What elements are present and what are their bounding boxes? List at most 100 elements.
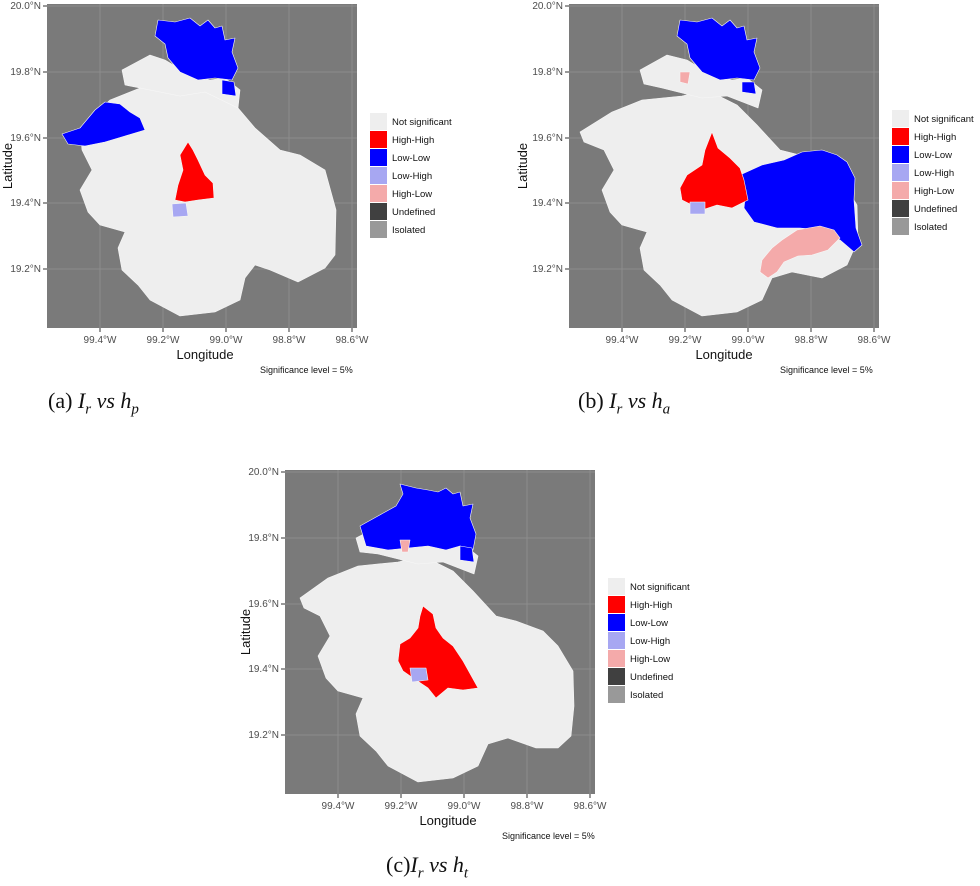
caption-sub: a bbox=[662, 401, 671, 418]
y-tick-label: 20.0°N bbox=[532, 1, 563, 12]
legend-label: High-High bbox=[914, 132, 956, 143]
region-low-low bbox=[61, 101, 146, 147]
y-axis-title: Latitude bbox=[515, 143, 530, 189]
legend-label: Isolated bbox=[630, 690, 663, 701]
significance-note: Significance level = 5% bbox=[260, 365, 353, 375]
y-axis: 20.0°N 19.8°N 19.6°N 19.4°N 19.2°N Latit… bbox=[238, 467, 285, 741]
map-regions bbox=[299, 483, 575, 783]
legend-label: High-High bbox=[630, 600, 672, 611]
legend-label: Isolated bbox=[914, 222, 947, 233]
caption-var: h bbox=[651, 388, 663, 413]
legend-label: Low-Low bbox=[630, 618, 668, 629]
x-tick-label: 98.8°W bbox=[511, 801, 544, 812]
map-panel-a: 20.0°N 19.8°N 19.6°N 19.4°N 19.2°N Latit… bbox=[0, 0, 480, 417]
legend-swatch-undefined bbox=[608, 668, 625, 685]
x-tick-label: 98.8°W bbox=[795, 335, 828, 346]
y-tick-label: 19.8°N bbox=[248, 533, 279, 544]
caption-var: I bbox=[77, 388, 86, 413]
legend-label: Not significant bbox=[392, 117, 452, 128]
y-axis: 20.0°N 19.8°N 19.6°N 19.4°N 19.2°N Latit… bbox=[0, 1, 47, 275]
significance-note: Significance level = 5% bbox=[780, 365, 873, 375]
x-axis-title: Longitude bbox=[419, 813, 476, 828]
legend-label: High-Low bbox=[630, 654, 670, 665]
region-high-low bbox=[399, 539, 411, 553]
region-low-low bbox=[459, 545, 475, 563]
legend-label: High-High bbox=[392, 135, 434, 146]
caption-b: (b) Ir vs ha bbox=[578, 388, 670, 418]
region-low-low bbox=[154, 17, 239, 81]
legend-swatch-high-high bbox=[892, 128, 909, 145]
caption-var: I bbox=[609, 388, 617, 413]
x-tick-label: 99.2°W bbox=[669, 335, 702, 346]
caption-a: (a) Ir vs hp bbox=[48, 388, 139, 418]
legend-swatch-high-high bbox=[370, 131, 387, 148]
legend-swatch-low-low bbox=[608, 614, 625, 631]
y-tick-label: 19.2°N bbox=[10, 264, 41, 275]
legend-swatch-high-high bbox=[608, 596, 625, 613]
legend-swatch-high-low bbox=[892, 182, 909, 199]
legend-swatch-low-high bbox=[370, 167, 387, 184]
caption-sub: p bbox=[131, 401, 139, 418]
map-a-svg: 20.0°N 19.8°N 19.6°N 19.4°N 19.2°N Latit… bbox=[0, 1, 452, 375]
legend-label: Low-High bbox=[392, 171, 432, 182]
y-axis-title: Latitude bbox=[0, 143, 15, 189]
legend-label: Isolated bbox=[392, 225, 425, 236]
caption-sub: r bbox=[85, 401, 92, 418]
y-tick-label: 20.0°N bbox=[248, 467, 279, 478]
region-low-low bbox=[739, 149, 863, 253]
legend-swatch-isolated bbox=[370, 221, 387, 238]
legend-swatch-low-low bbox=[892, 146, 909, 163]
legend-swatch-high-low bbox=[370, 185, 387, 202]
map-c-svg: 20.0°N 19.8°N 19.6°N 19.4°N 19.2°N Latit… bbox=[238, 467, 690, 841]
legend-swatch-low-high bbox=[892, 164, 909, 181]
caption-sub: r bbox=[417, 865, 424, 882]
map-regions bbox=[579, 17, 863, 317]
map-panel-b: 20.0°N 19.8°N 19.6°N 19.4°N 19.2°N Latit… bbox=[515, 0, 980, 420]
x-axis: 99.4°W 99.2°W 99.0°W 98.8°W 98.6°W Longi… bbox=[606, 328, 891, 362]
x-tick-label: 99.2°W bbox=[385, 801, 418, 812]
y-axis-title: Latitude bbox=[238, 609, 253, 655]
y-tick-label: 19.4°N bbox=[248, 664, 279, 675]
caption-sub: r bbox=[616, 401, 623, 418]
x-tick-label: 98.6°W bbox=[336, 335, 369, 346]
caption-prefix: (b) bbox=[578, 388, 604, 413]
legend-label: Undefined bbox=[392, 207, 435, 218]
map-b-svg: 20.0°N 19.8°N 19.6°N 19.4°N 19.2°N Latit… bbox=[515, 1, 974, 375]
legend: Not significant High-High Low-Low Low-Hi… bbox=[370, 113, 452, 238]
legend-label: Low-High bbox=[630, 636, 670, 647]
legend-label: Undefined bbox=[914, 204, 957, 215]
legend-swatch-undefined bbox=[892, 200, 909, 217]
legend-label: Undefined bbox=[630, 672, 673, 683]
x-tick-label: 99.4°W bbox=[606, 335, 639, 346]
y-tick-label: 19.6°N bbox=[248, 599, 279, 610]
x-axis: 99.4°W 99.2°W 99.0°W 98.8°W 98.6°W Longi… bbox=[84, 328, 369, 362]
region-low-low bbox=[676, 17, 761, 81]
y-tick-label: 19.4°N bbox=[10, 198, 41, 209]
y-tick-label: 19.4°N bbox=[532, 198, 563, 209]
caption-vs: vs bbox=[429, 852, 448, 877]
legend-swatch-low-high bbox=[608, 632, 625, 649]
x-tick-label: 99.0°W bbox=[448, 801, 481, 812]
caption-vs: vs bbox=[627, 388, 647, 413]
caption-prefix: (c) bbox=[386, 852, 411, 877]
y-tick-label: 19.2°N bbox=[532, 264, 563, 275]
legend-swatch-not-significant bbox=[892, 110, 909, 127]
legend-label: Low-Low bbox=[392, 153, 430, 164]
x-axis: 99.4°W 99.2°W 99.0°W 98.8°W 98.6°W Longi… bbox=[322, 794, 607, 828]
legend-swatch-isolated bbox=[892, 218, 909, 235]
legend-swatch-undefined bbox=[370, 203, 387, 220]
region-not-significant bbox=[639, 54, 763, 109]
region-low-low bbox=[359, 483, 477, 551]
caption-var: h bbox=[120, 388, 132, 413]
significance-note: Significance level = 5% bbox=[502, 831, 595, 841]
legend-swatch-low-low bbox=[370, 149, 387, 166]
x-tick-label: 99.4°W bbox=[84, 335, 117, 346]
x-tick-label: 98.6°W bbox=[858, 335, 891, 346]
x-tick-label: 98.6°W bbox=[574, 801, 607, 812]
region-low-high bbox=[689, 201, 706, 215]
y-tick-label: 19.6°N bbox=[10, 133, 41, 144]
region-low-low bbox=[221, 79, 237, 97]
y-axis: 20.0°N 19.8°N 19.6°N 19.4°N 19.2°N Latit… bbox=[515, 1, 569, 275]
legend-label: Not significant bbox=[914, 114, 974, 125]
x-tick-label: 99.0°W bbox=[210, 335, 243, 346]
